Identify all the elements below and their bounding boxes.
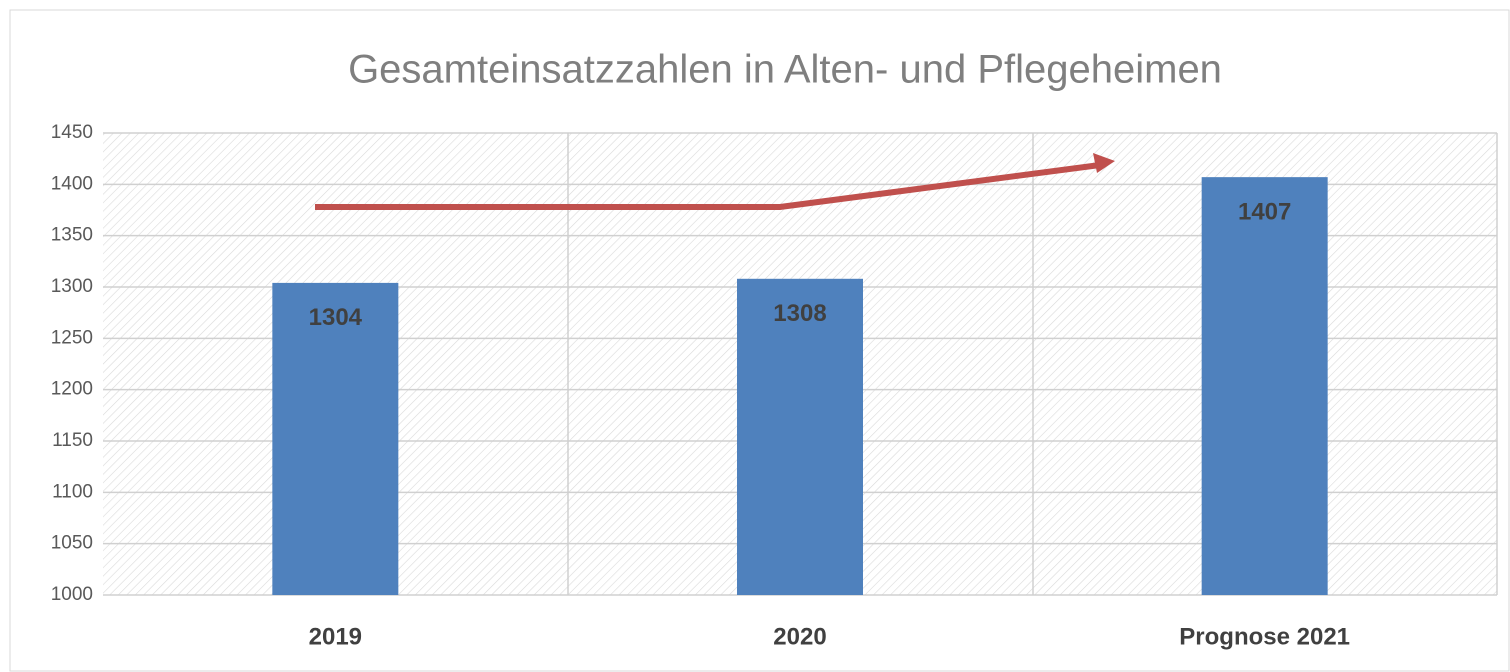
y-tick-label: 1400: [51, 173, 93, 194]
y-tick-label: 1050: [51, 533, 93, 554]
bar: [272, 282, 399, 595]
x-tick-label: 2019: [309, 623, 362, 650]
value-label: 1407: [1238, 198, 1291, 225]
marks: 1000 1050 1100 1150 1200 1250 1300 1350 1400 1450…: [51, 122, 1497, 650]
y-tick-label: 1000: [51, 584, 93, 605]
x-tick-label: 2020: [773, 623, 826, 650]
bar: [737, 278, 863, 595]
y-tick-label: 1150: [52, 430, 93, 451]
y-tick-label: 1200: [51, 379, 93, 400]
chart-title: Gesamteinsatzzahlen in Alten- und Pflege…: [348, 48, 1222, 92]
x-tick-label: Prognose 2021: [1179, 623, 1350, 650]
y-tick-label: 1300: [51, 276, 93, 297]
trend-arrow: [315, 162, 1101, 210]
trend-arrow-head: [1093, 153, 1115, 173]
y-tick-label: 1350: [51, 225, 93, 246]
bar: [1201, 177, 1328, 595]
y-tick-label: 1450: [51, 122, 93, 143]
y-tick-label: 1250: [51, 327, 93, 348]
value-label: 1308: [773, 300, 826, 327]
y-tick-label: 1100: [52, 481, 93, 502]
value-label: 1304: [309, 304, 363, 331]
